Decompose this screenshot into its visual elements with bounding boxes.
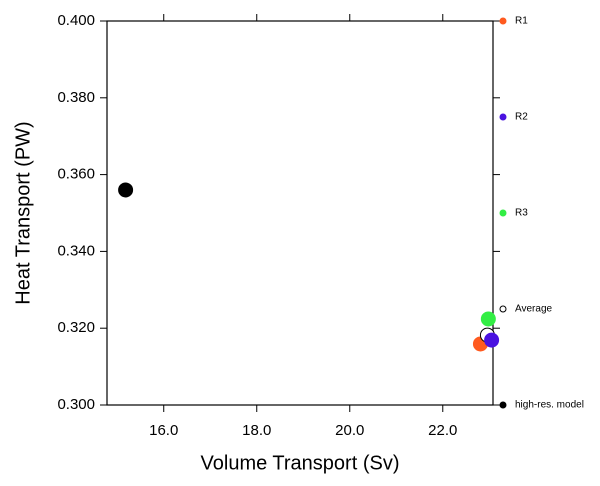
- legend-label: R2: [515, 112, 528, 123]
- legend-marker: [499, 113, 507, 121]
- x-tick-label: 18.0: [242, 422, 271, 439]
- point: [118, 182, 134, 198]
- legend-marker: [499, 209, 507, 217]
- y-tick-label: 0.300: [57, 396, 95, 413]
- x-tick-label: 20.0: [335, 422, 364, 439]
- y-axis-title: Heat Transport (PW): [12, 121, 34, 304]
- point: [484, 332, 500, 348]
- legend-label: high-res. model: [515, 400, 584, 411]
- y-tick-label: 0.360: [57, 166, 95, 183]
- legend-label: Average: [515, 304, 553, 315]
- y-tick-label: 0.340: [57, 242, 95, 259]
- plot-frame: [106, 20, 494, 406]
- legend-marker: [499, 17, 507, 25]
- y-tick-label: 0.380: [57, 89, 95, 106]
- legend-label: R3: [515, 208, 528, 219]
- legend-marker: [499, 305, 507, 313]
- y-tick-label: 0.320: [57, 319, 95, 336]
- x-tick-label: 22.0: [428, 422, 457, 439]
- point: [480, 311, 496, 327]
- legend-label: R1: [515, 16, 528, 27]
- x-axis-title: Volume Transport (Sv): [201, 452, 400, 474]
- x-tick-label: 16.0: [149, 422, 178, 439]
- y-tick-label: 0.400: [57, 12, 95, 29]
- legend-marker: [499, 401, 507, 409]
